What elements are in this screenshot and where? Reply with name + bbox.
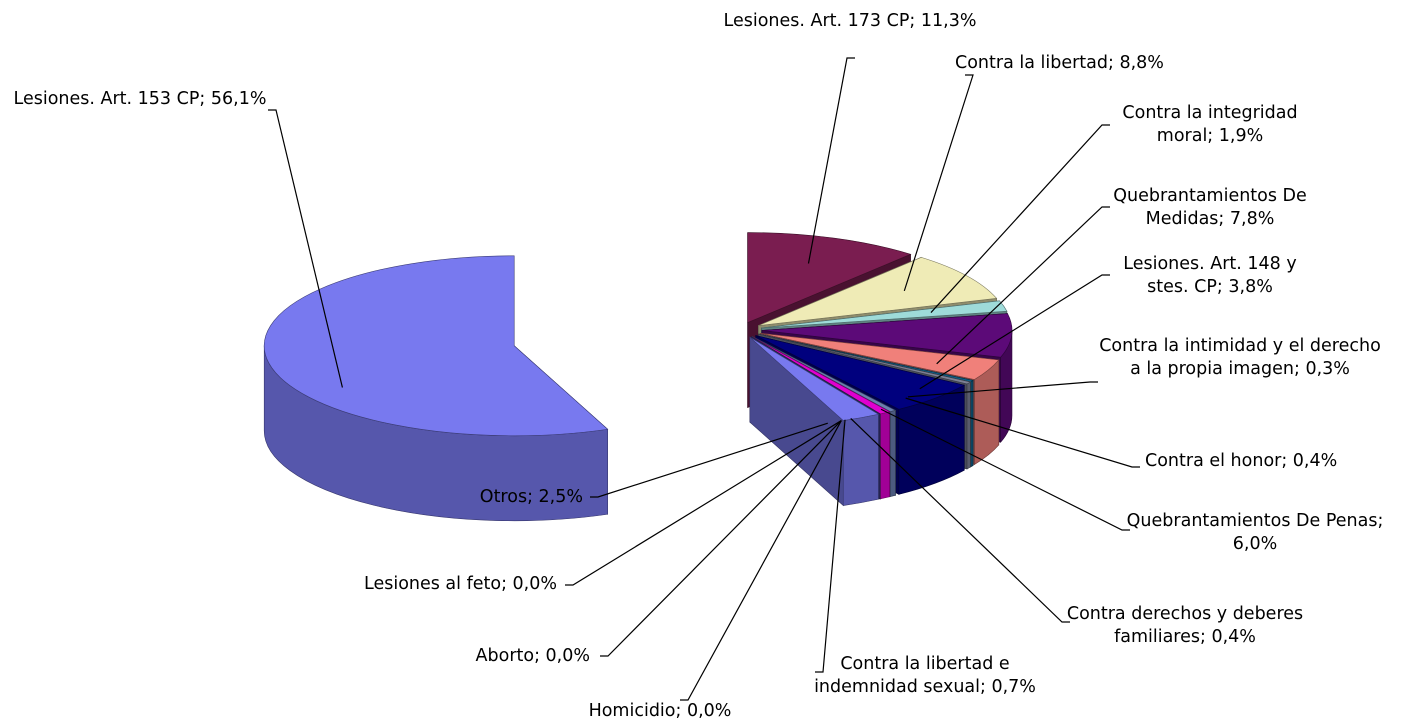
leader-line xyxy=(590,422,828,498)
leader-line xyxy=(905,397,1140,468)
data-label: Homicidio; 0,0% xyxy=(588,701,732,721)
slice-group xyxy=(263,255,609,522)
slice xyxy=(760,332,1000,380)
leader-line xyxy=(907,381,1098,398)
leader-line xyxy=(930,124,1110,313)
slice xyxy=(761,300,1008,329)
slice xyxy=(761,313,1013,358)
data-label: Lesiones. Art. 148 y stes. CP; 3,8% xyxy=(1123,254,1297,297)
slice xyxy=(758,257,998,326)
data-label: Contra la libertad e indemnidad sexual; … xyxy=(814,654,1036,697)
slice xyxy=(263,255,609,437)
data-label: Lesiones. Art. 173 CP; 11,3% xyxy=(723,11,977,31)
data-label: Quebrantamientos De Penas; 6,0% xyxy=(1126,511,1384,554)
slice xyxy=(755,335,966,410)
leader-line xyxy=(680,420,842,701)
leader-line xyxy=(850,417,1070,623)
data-label: Contra derechos y deberes familiares; 0,… xyxy=(1066,604,1304,647)
leader-line xyxy=(565,420,842,586)
slice xyxy=(752,336,897,412)
data-label: Quebrantamientos De Medidas; 7,8% xyxy=(1113,186,1307,229)
leader-line xyxy=(880,408,1130,531)
leader-line xyxy=(903,74,974,292)
slice xyxy=(751,336,891,415)
leader-line xyxy=(600,420,842,657)
data-label: Contra el honor; 0,4% xyxy=(1145,451,1338,471)
data-label: Contra la integridad moral; 1,9% xyxy=(1122,103,1298,146)
leader-line xyxy=(815,419,846,673)
slice-group xyxy=(749,336,880,507)
data-label: Contra la intimidad y el derecho a la pr… xyxy=(1099,336,1381,379)
leader-line xyxy=(268,109,343,388)
slice-side xyxy=(966,381,971,470)
slice xyxy=(758,333,972,385)
slice xyxy=(749,336,880,421)
leader-line xyxy=(919,274,1110,390)
data-label: Contra la libertad; 8,8% xyxy=(955,53,1164,73)
data-label: Lesiones al feto; 0,0% xyxy=(364,574,557,594)
leader-line xyxy=(807,57,855,264)
data-label: Aborto; 0,0% xyxy=(475,646,590,666)
leader-line xyxy=(936,206,1110,365)
data-label: Otros; 2,5% xyxy=(479,487,583,507)
slice-side xyxy=(889,409,896,497)
data-label: Lesiones. Art. 153 CP; 56,1% xyxy=(13,89,267,109)
slice xyxy=(747,232,912,324)
